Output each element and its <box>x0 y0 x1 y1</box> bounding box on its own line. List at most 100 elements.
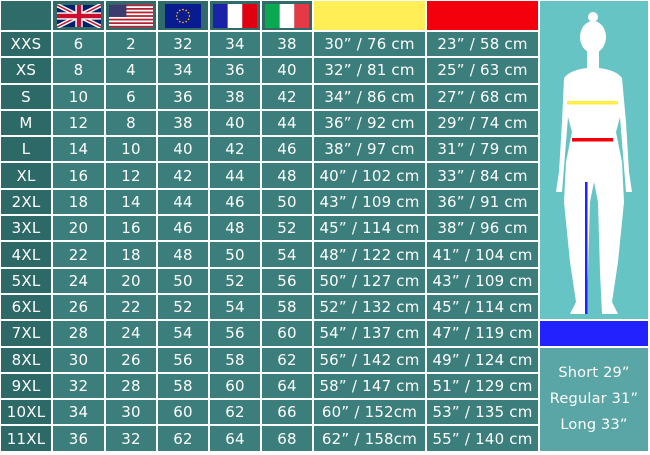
it-cell: 60 <box>262 321 312 346</box>
size-cell: 7XL <box>1 321 51 346</box>
bust-cell: 58” / 147 cm <box>314 373 425 399</box>
fr-cell: 56 <box>210 321 260 346</box>
eu-cell: 48 <box>158 242 208 267</box>
waist-cell: 29” / 74 cm <box>427 110 538 136</box>
it-cell: 46 <box>262 137 312 162</box>
eu-cell: 44 <box>158 189 208 215</box>
bust-cell: 48” / 122 cm <box>314 242 425 267</box>
it-cell: 58 <box>262 294 312 320</box>
us-cell: 8 <box>106 110 156 136</box>
female-silhouette-icon <box>556 12 632 315</box>
fr-cell: 64 <box>210 426 260 451</box>
waist-cell: 55” / 140 cm <box>427 426 538 451</box>
waist-cell: 33” / 84 cm <box>427 163 538 188</box>
fr-cell: 46 <box>210 189 260 215</box>
it-cell: 52 <box>262 216 312 241</box>
fr-cell: 58 <box>210 347 260 372</box>
bust-cell: 62” / 158cm <box>314 426 425 451</box>
it-cell: 44 <box>262 110 312 136</box>
waist-cell: 25” / 63 cm <box>427 58 538 83</box>
waist-column-header <box>427 1 538 30</box>
bust-cell: 54” / 137 cm <box>314 321 425 346</box>
bust-cell: 43” / 109 cm <box>314 189 425 215</box>
it-cell: 56 <box>262 268 312 293</box>
us-cell: 22 <box>106 294 156 320</box>
corner-cell <box>1 1 51 30</box>
it-cell: 48 <box>262 163 312 188</box>
eu-cell: 52 <box>158 294 208 320</box>
body-measurement-figure <box>540 1 648 320</box>
us-cell: 4 <box>106 58 156 83</box>
waist-cell: 47” / 119 cm <box>427 321 538 346</box>
eu-cell: 40 <box>158 137 208 162</box>
waist-cell: 27” / 68 cm <box>427 84 538 109</box>
size-cell: 3XL <box>1 216 51 241</box>
uk-cell: 10 <box>53 84 104 109</box>
us-cell: 24 <box>106 321 156 346</box>
it-cell: 64 <box>262 373 312 399</box>
italy-flag-icon <box>265 3 309 28</box>
size-cell: 9XL <box>1 373 51 399</box>
us-cell: 26 <box>106 347 156 372</box>
fr-cell: 50 <box>210 242 260 267</box>
uk-cell: 32 <box>53 373 104 399</box>
us-cell: 16 <box>106 216 156 241</box>
uk-cell: 26 <box>53 294 104 320</box>
eu-cell: 58 <box>158 373 208 399</box>
us-flag-icon <box>109 3 153 28</box>
fr-cell: 36 <box>210 58 260 83</box>
fr-column-header <box>210 1 260 30</box>
bust-cell: 52” / 132 cm <box>314 294 425 320</box>
fr-cell: 54 <box>210 294 260 320</box>
waist-cell: 51” / 129 cm <box>427 373 538 399</box>
waist-cell: 31” / 79 cm <box>427 137 538 162</box>
waist-cell: 23” / 58 cm <box>427 32 538 57</box>
uk-cell: 22 <box>53 242 104 267</box>
eu-cell: 42 <box>158 163 208 188</box>
uk-cell: 8 <box>53 58 104 83</box>
eu-cell: 36 <box>158 84 208 109</box>
uk-cell: 6 <box>53 32 104 57</box>
size-cell: XS <box>1 58 51 83</box>
eu-cell: 46 <box>158 216 208 241</box>
eu-cell: 50 <box>158 268 208 293</box>
it-cell: 50 <box>262 189 312 215</box>
bust-cell: 38” / 97 cm <box>314 137 425 162</box>
it-cell: 42 <box>262 84 312 109</box>
it-cell: 66 <box>262 400 312 425</box>
uk-cell: 36 <box>53 426 104 451</box>
uk-column-header <box>53 1 104 30</box>
eu-cell: 38 <box>158 110 208 136</box>
bust-cell: 60” / 152cm <box>314 400 425 425</box>
uk-cell: 14 <box>53 137 104 162</box>
size-cell: 10XL <box>1 400 51 425</box>
fr-cell: 34 <box>210 32 260 57</box>
it-cell: 38 <box>262 32 312 57</box>
inseam-regular: Regular 31” <box>549 391 639 408</box>
waist-cell: 43” / 109 cm <box>427 268 538 293</box>
size-cell: 8XL <box>1 347 51 372</box>
us-cell: 6 <box>106 84 156 109</box>
it-cell: 54 <box>262 242 312 267</box>
fr-cell: 62 <box>210 400 260 425</box>
waist-cell: 41” / 104 cm <box>427 242 538 267</box>
it-cell: 68 <box>262 426 312 451</box>
bust-cell: 34” / 86 cm <box>314 84 425 109</box>
it-cell: 62 <box>262 347 312 372</box>
uk-cell: 20 <box>53 216 104 241</box>
us-cell: 12 <box>106 163 156 188</box>
bust-cell: 32” / 81 cm <box>314 58 425 83</box>
bust-cell: 40” / 102 cm <box>314 163 425 188</box>
us-cell: 30 <box>106 400 156 425</box>
bust-cell: 36” / 92 cm <box>314 110 425 136</box>
eu-cell: 62 <box>158 426 208 451</box>
fr-cell: 60 <box>210 373 260 399</box>
fr-cell: 48 <box>210 216 260 241</box>
size-cell: S <box>1 84 51 109</box>
bust-column-header <box>314 1 425 30</box>
eu-cell: 34 <box>158 58 208 83</box>
uk-cell: 16 <box>53 163 104 188</box>
size-cell: XL <box>1 163 51 188</box>
waist-cell: 53” / 135 cm <box>427 400 538 425</box>
